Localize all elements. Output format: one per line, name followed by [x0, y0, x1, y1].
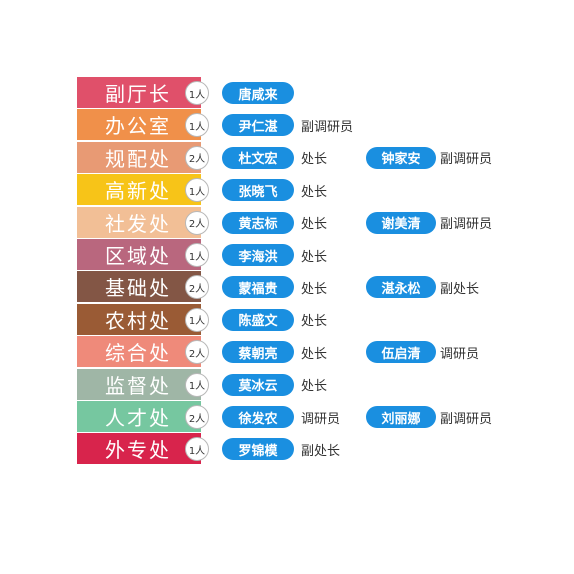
person-name-pill: 湛永松: [366, 276, 436, 299]
headcount-badge: 1人: [185, 113, 209, 138]
person-title: 副调研员: [440, 411, 493, 427]
person-title: 处长: [301, 217, 328, 233]
person-title: 处长: [301, 281, 328, 297]
person-title: 处长: [301, 184, 328, 200]
headcount-badge: 1人: [185, 178, 209, 203]
headcount-badge: 1人: [185, 372, 209, 397]
person-title: 调研员: [440, 346, 480, 362]
person-title: 副调研员: [440, 152, 493, 168]
person-title: 副调研员: [301, 119, 354, 135]
person-name-pill: 蔡朝亮: [222, 341, 294, 364]
person-title: 副处长: [301, 443, 341, 459]
person-name-pill: 黄志标: [222, 211, 294, 234]
person-name-pill: 杜文宏: [222, 146, 294, 169]
person-name-pill: 谢美清: [366, 211, 436, 234]
person-title: 调研员: [301, 411, 341, 427]
department-label: 外专处: [77, 433, 201, 465]
department-row: 规配处 2人 杜文宏 处长 钟家安 副调研员: [0, 141, 574, 174]
person-title: 处长: [301, 314, 328, 330]
department-row: 办公室 1人 尹仁湛 副调研员: [0, 109, 574, 141]
headcount-badge: 2人: [185, 405, 209, 429]
person-name-pill: 伍启清: [366, 341, 436, 364]
person-name-pill: 徐发农: [222, 406, 294, 428]
headcount-badge: 1人: [185, 307, 209, 332]
department-row: 外专处 1人 罗锦模 副处长: [0, 433, 574, 465]
person-name-pill: 李海洪: [222, 244, 294, 266]
department-row: 社发处 2人 黄志标 处长 谢美清 副调研员: [0, 206, 574, 239]
department-label: 社发处: [77, 206, 201, 238]
person-title: 副调研员: [440, 217, 493, 233]
headcount-badge: 2人: [185, 210, 209, 235]
headcount-badge: 2人: [185, 340, 209, 365]
headcount-badge: 1人: [185, 81, 209, 105]
department-label: 区域处: [77, 239, 201, 270]
person-title: 处长: [301, 249, 328, 265]
person-title: 处长: [301, 152, 328, 168]
department-label: 规配处: [77, 141, 201, 173]
person-title: 副处长: [440, 281, 480, 297]
department-row: 农村处 1人 陈盛文 处长: [0, 303, 574, 336]
headcount-badge: 2人: [185, 145, 209, 170]
department-label: 基础处: [77, 271, 201, 303]
department-label: 综合处: [77, 336, 201, 368]
department-row: 基础处 2人 蒙福贵 处长 湛永松 副处长: [0, 271, 574, 303]
person-name-pill: 莫冰云: [222, 373, 294, 396]
department-label: 人才处: [77, 401, 201, 432]
department-label: 监督处: [77, 368, 201, 400]
person-name-pill: 陈盛文: [222, 308, 294, 331]
headcount-badge: 1人: [185, 243, 209, 267]
person-title: 处长: [301, 379, 328, 395]
department-row: 副厅长 1人 唐咸来: [0, 77, 574, 109]
headcount-badge: 2人: [185, 275, 209, 300]
person-title: 处长: [301, 346, 328, 362]
headcount-badge: 1人: [185, 437, 209, 462]
department-label: 高新处: [77, 174, 201, 206]
person-name-pill: 张晓飞: [222, 179, 294, 202]
department-row: 综合处 2人 蔡朝亮 处长 伍启清 调研员: [0, 336, 574, 368]
person-name-pill: 蒙福贵: [222, 276, 294, 299]
department-row: 高新处 1人 张晓飞 处长: [0, 174, 574, 206]
person-name-pill: 刘丽娜: [366, 406, 436, 428]
department-row: 监督处 1人 莫冰云 处长: [0, 368, 574, 401]
person-name-pill: 唐咸来: [222, 82, 294, 104]
person-name-pill: 尹仁湛: [222, 114, 294, 137]
department-row: 人才处 2人 徐发农 调研员 刘丽娜 副调研员: [0, 401, 574, 433]
department-row: 区域处 1人 李海洪 处长: [0, 239, 574, 271]
department-label: 副厅长: [77, 77, 201, 108]
person-name-pill: 钟家安: [366, 146, 436, 169]
department-label: 办公室: [77, 109, 201, 141]
department-label: 农村处: [77, 303, 201, 335]
person-name-pill: 罗锦模: [222, 438, 294, 461]
